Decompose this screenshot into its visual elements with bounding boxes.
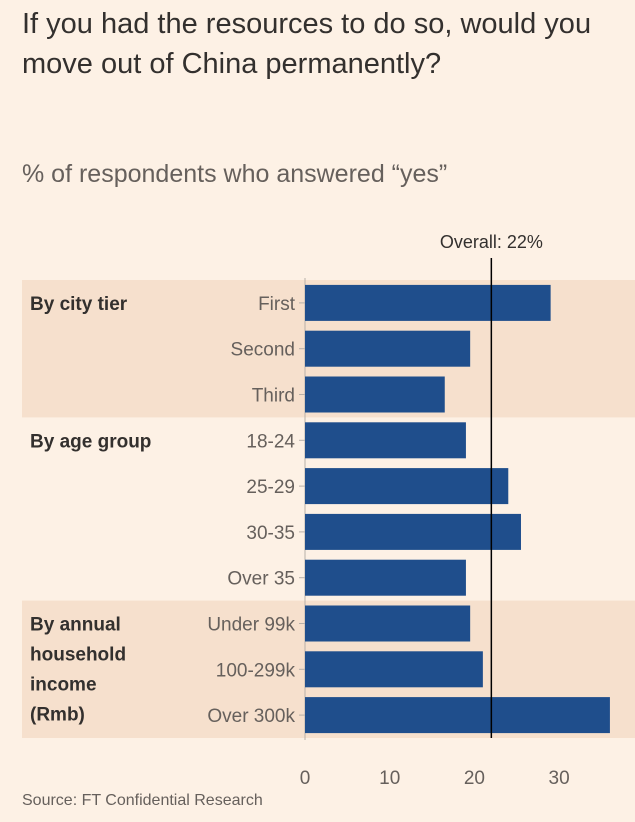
bar xyxy=(305,468,509,505)
x-tick-label: 0 xyxy=(300,768,311,789)
x-tick-label: 30 xyxy=(549,768,570,789)
source-note: Source: FT Confidential Research xyxy=(22,792,263,809)
group-label: income xyxy=(30,675,97,696)
bar xyxy=(305,697,610,734)
bar xyxy=(305,376,445,413)
bar xyxy=(305,422,466,459)
chart-title: If you had the resources to do so, would… xyxy=(22,8,592,80)
group-label: By city tier xyxy=(30,294,128,315)
bar xyxy=(305,330,471,367)
category-label: 100-299k xyxy=(216,660,296,681)
bar xyxy=(305,651,483,688)
x-tick-label: 20 xyxy=(464,768,485,789)
overall-reference-label: Overall: 22% xyxy=(440,232,543,252)
bar xyxy=(305,559,466,596)
x-tick-label: 10 xyxy=(379,768,400,789)
category-label: 18-24 xyxy=(246,431,295,452)
bar xyxy=(305,513,521,550)
category-label: Third xyxy=(252,386,295,407)
bar xyxy=(305,284,551,321)
category-label: Over 300k xyxy=(207,706,295,727)
category-label: First xyxy=(258,294,296,315)
category-label: 30-35 xyxy=(246,523,295,544)
category-label: Over 35 xyxy=(227,569,295,590)
chart-subtitle: % of respondents who answered “yes” xyxy=(22,160,448,188)
group-label: (Rmb) xyxy=(30,705,85,726)
group-label: By annual xyxy=(30,615,121,636)
bar-chart: First Second Third 18-24 25-29 30-35 Over 35 Un… xyxy=(22,232,635,789)
category-label: Under 99k xyxy=(207,615,295,636)
bar xyxy=(305,605,471,642)
category-label: 25-29 xyxy=(246,477,295,498)
group-label: household xyxy=(30,645,126,666)
category-label: Second xyxy=(231,340,295,361)
group-label: By age group xyxy=(30,431,151,452)
